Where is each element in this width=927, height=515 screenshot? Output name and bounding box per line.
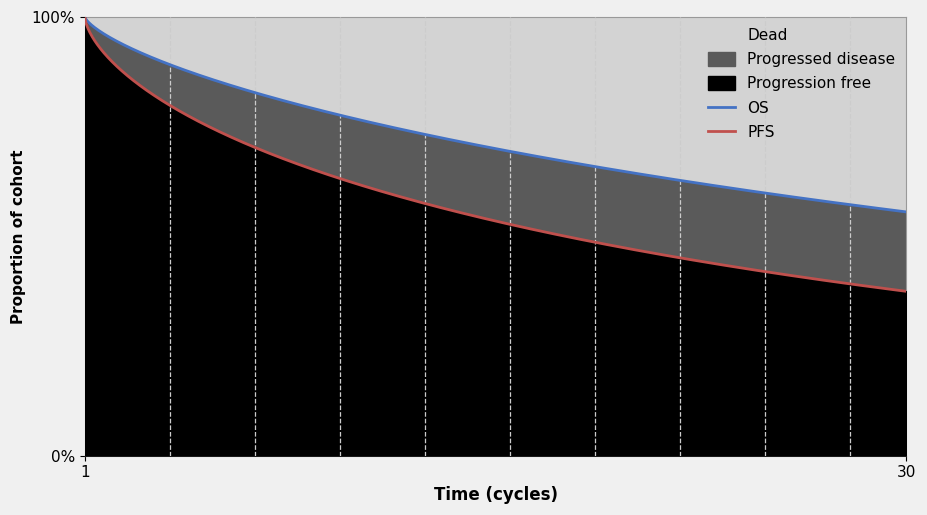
X-axis label: Time (cycles): Time (cycles) bbox=[434, 486, 557, 504]
Legend: Dead, Progressed disease, Progression free, OS, PFS: Dead, Progressed disease, Progression fr… bbox=[702, 22, 902, 146]
Y-axis label: Proportion of cohort: Proportion of cohort bbox=[11, 149, 26, 323]
